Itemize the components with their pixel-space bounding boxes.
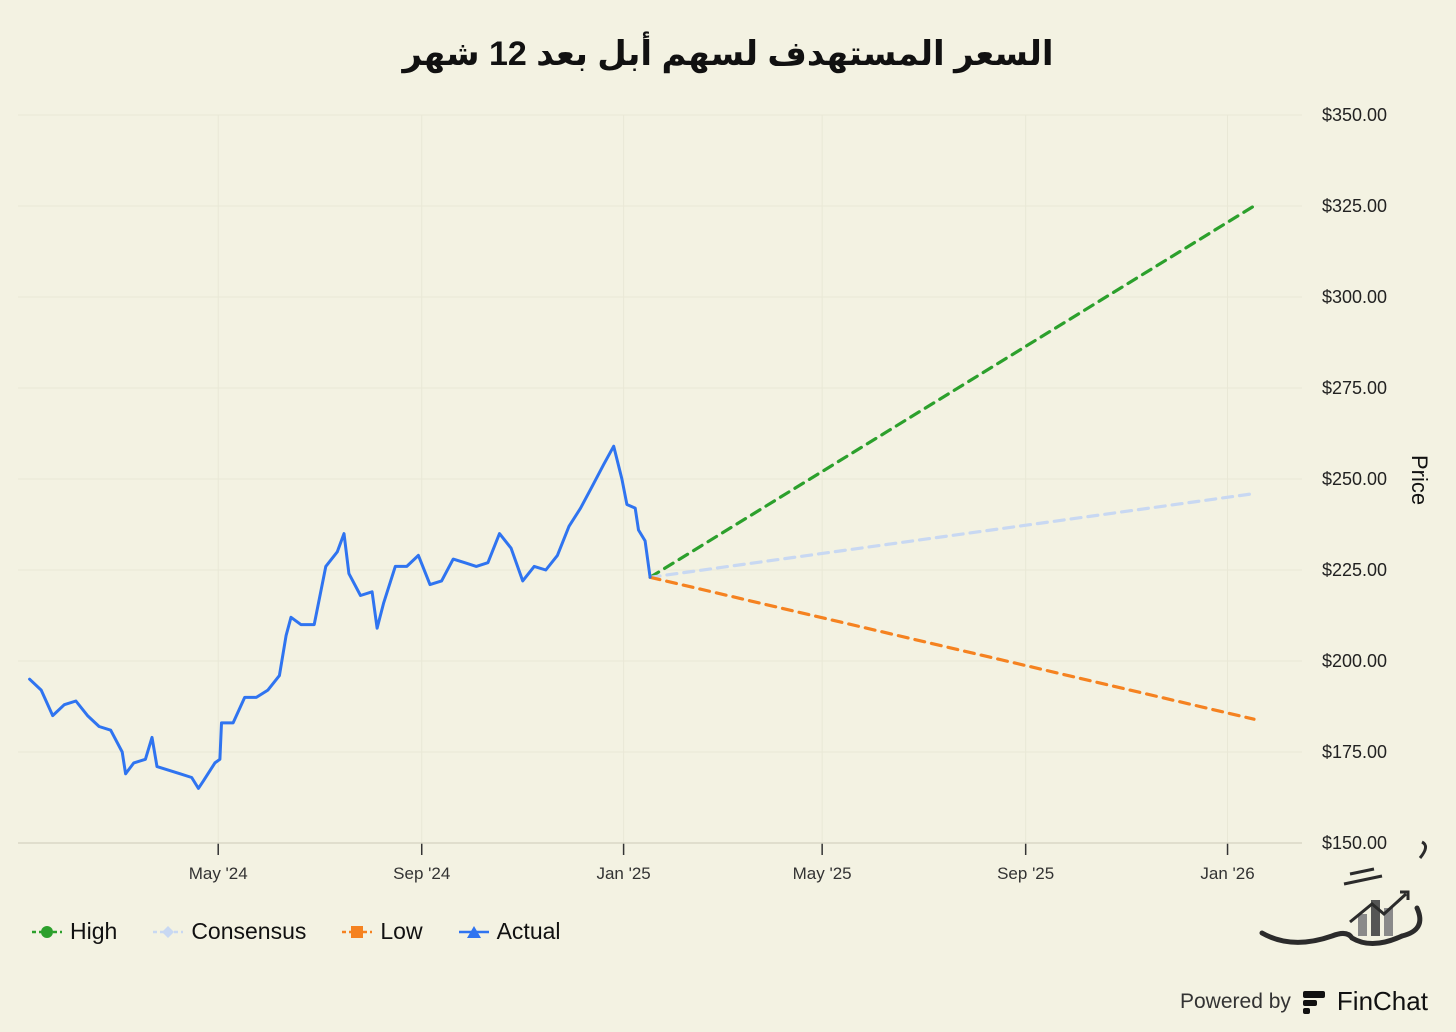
x-tick-label: Jan '26 — [1200, 864, 1254, 883]
finchat-logo-icon — [1302, 990, 1325, 1014]
circle-icon — [32, 925, 62, 938]
y-tick-label: $250.00 — [1322, 469, 1387, 489]
x-tick-label: Sep '24 — [393, 864, 450, 883]
square-icon — [342, 925, 373, 938]
powered-by-footer: Powered by FinChat — [1180, 986, 1428, 1017]
series-line-low — [648, 575, 1256, 721]
legend: High Consensus Low Actual — [32, 918, 561, 945]
y-tick-label: $225.00 — [1322, 560, 1387, 580]
triangle-icon — [458, 925, 489, 938]
y-tick-label: $325.00 — [1322, 196, 1387, 216]
y-tick-label: $150.00 — [1322, 833, 1387, 853]
legend-item-actual[interactable]: Actual — [458, 918, 561, 945]
series-line-high — [648, 204, 1256, 579]
legend-label: Low — [380, 918, 423, 944]
series-line-actual — [28, 444, 652, 790]
x-tick-label: May '25 — [793, 864, 852, 883]
grid-layer — [18, 114, 1302, 844]
chart-title: السعر المستهدف لسهم أبل بعد 12 شهر — [402, 35, 1054, 73]
x-tick-label: Jan '25 — [596, 864, 650, 883]
brand-logo — [1259, 840, 1427, 946]
y-tick-label: $275.00 — [1322, 378, 1387, 398]
y-tick-label: $175.00 — [1322, 742, 1387, 762]
y-tick-label: $200.00 — [1322, 651, 1387, 671]
legend-item-low[interactable]: Low — [342, 918, 423, 945]
diamond-icon — [153, 925, 184, 938]
legend-label: Actual — [496, 918, 561, 944]
y-axis-label: Price — [1407, 455, 1432, 505]
legend-item-high[interactable]: High — [32, 918, 117, 945]
legend-label: Consensus — [191, 918, 307, 944]
powered-by-label: Powered by — [1180, 989, 1291, 1013]
finchat-brand-name: FinChat — [1336, 986, 1428, 1016]
series-layer — [28, 204, 1256, 790]
legend-item-consensus[interactable]: Consensus — [153, 918, 306, 945]
x-tick-label: Sep '25 — [997, 864, 1054, 883]
legend-label: High — [70, 918, 118, 944]
y-tick-label: $350.00 — [1322, 105, 1387, 125]
axis-layer: $150.00 $175.00 $200.00 $225.00 $250.00 $275.… — [18, 105, 1387, 883]
x-tick-label: May '24 — [189, 864, 248, 883]
series-line-consensus — [648, 492, 1256, 579]
y-tick-label: $300.00 — [1322, 287, 1387, 307]
